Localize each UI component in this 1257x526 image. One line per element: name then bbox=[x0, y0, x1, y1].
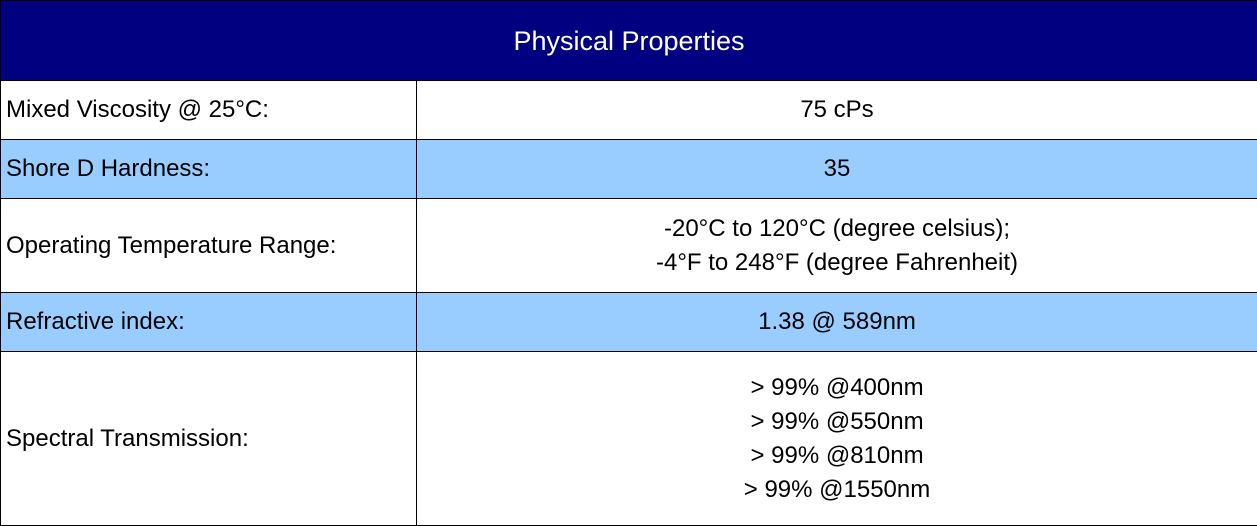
table-title: Physical Properties bbox=[1, 1, 1257, 81]
property-value: 75 cPs bbox=[417, 81, 1257, 140]
table-row-temperature: Operating Temperature Range: -20°C to 12… bbox=[1, 199, 1257, 293]
property-label: Spectral Transmission: bbox=[1, 352, 417, 526]
value-line: > 99% @810nm bbox=[417, 439, 1257, 473]
table-row-hardness: Shore D Hardness: 35 bbox=[1, 140, 1257, 199]
property-label: Refractive index: bbox=[1, 293, 417, 352]
value-line: 35 bbox=[417, 152, 1257, 186]
property-value: > 99% @400nm > 99% @550nm > 99% @810nm >… bbox=[417, 352, 1257, 526]
value-line: -4°F to 248°F (degree Fahrenheit) bbox=[417, 246, 1257, 280]
property-value: 35 bbox=[417, 140, 1257, 199]
table-header-row: Physical Properties bbox=[1, 1, 1257, 81]
value-line: > 99% @1550nm bbox=[417, 473, 1257, 507]
value-line: 75 cPs bbox=[417, 93, 1257, 127]
value-line: -20°C to 120°C (degree celsius); bbox=[417, 212, 1257, 246]
value-line: 1.38 @ 589nm bbox=[417, 305, 1257, 339]
property-label: Operating Temperature Range: bbox=[1, 199, 417, 293]
value-line: > 99% @400nm bbox=[417, 371, 1257, 405]
value-line: > 99% @550nm bbox=[417, 405, 1257, 439]
property-label: Shore D Hardness: bbox=[1, 140, 417, 199]
table-row-refractive-index: Refractive index: 1.38 @ 589nm bbox=[1, 293, 1257, 352]
property-value: -20°C to 120°C (degree celsius); -4°F to… bbox=[417, 199, 1257, 293]
property-value: 1.38 @ 589nm bbox=[417, 293, 1257, 352]
table-row-spectral-transmission: Spectral Transmission: > 99% @400nm > 99… bbox=[1, 352, 1257, 526]
property-label: Mixed Viscosity @ 25°C: bbox=[1, 81, 417, 140]
table-row-viscosity: Mixed Viscosity @ 25°C: 75 cPs bbox=[1, 81, 1257, 140]
